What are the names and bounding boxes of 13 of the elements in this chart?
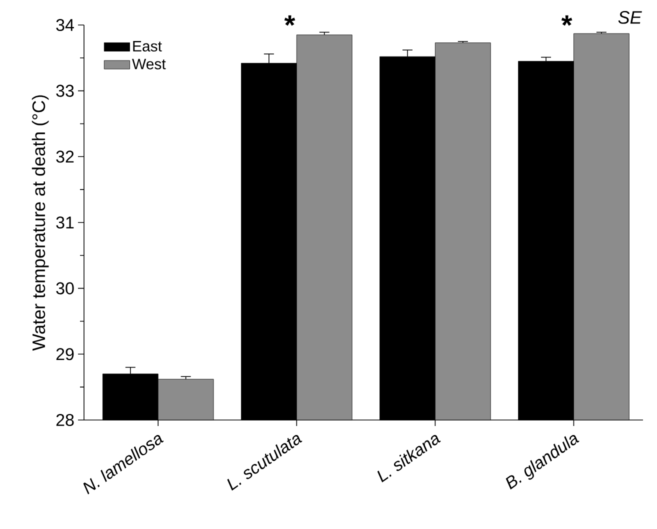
annotation: *	[284, 15, 296, 26]
y-tick-label: 34	[56, 18, 74, 32]
legend-label: West	[132, 58, 166, 70]
y-tick-label: 29	[56, 348, 74, 360]
annotation: *	[561, 15, 572, 26]
y-tick-label: 33	[56, 84, 74, 97]
y-tick-label: 32	[56, 150, 74, 163]
y-axis-title: Water temperature at death (°C)	[32, 95, 49, 351]
text: SE	[618, 11, 642, 24]
y-tick-label: 31	[56, 216, 74, 229]
legend-label: East	[133, 41, 162, 52]
y-tick-label: 28	[56, 414, 74, 426]
y-tick-label: 30	[56, 282, 74, 294]
